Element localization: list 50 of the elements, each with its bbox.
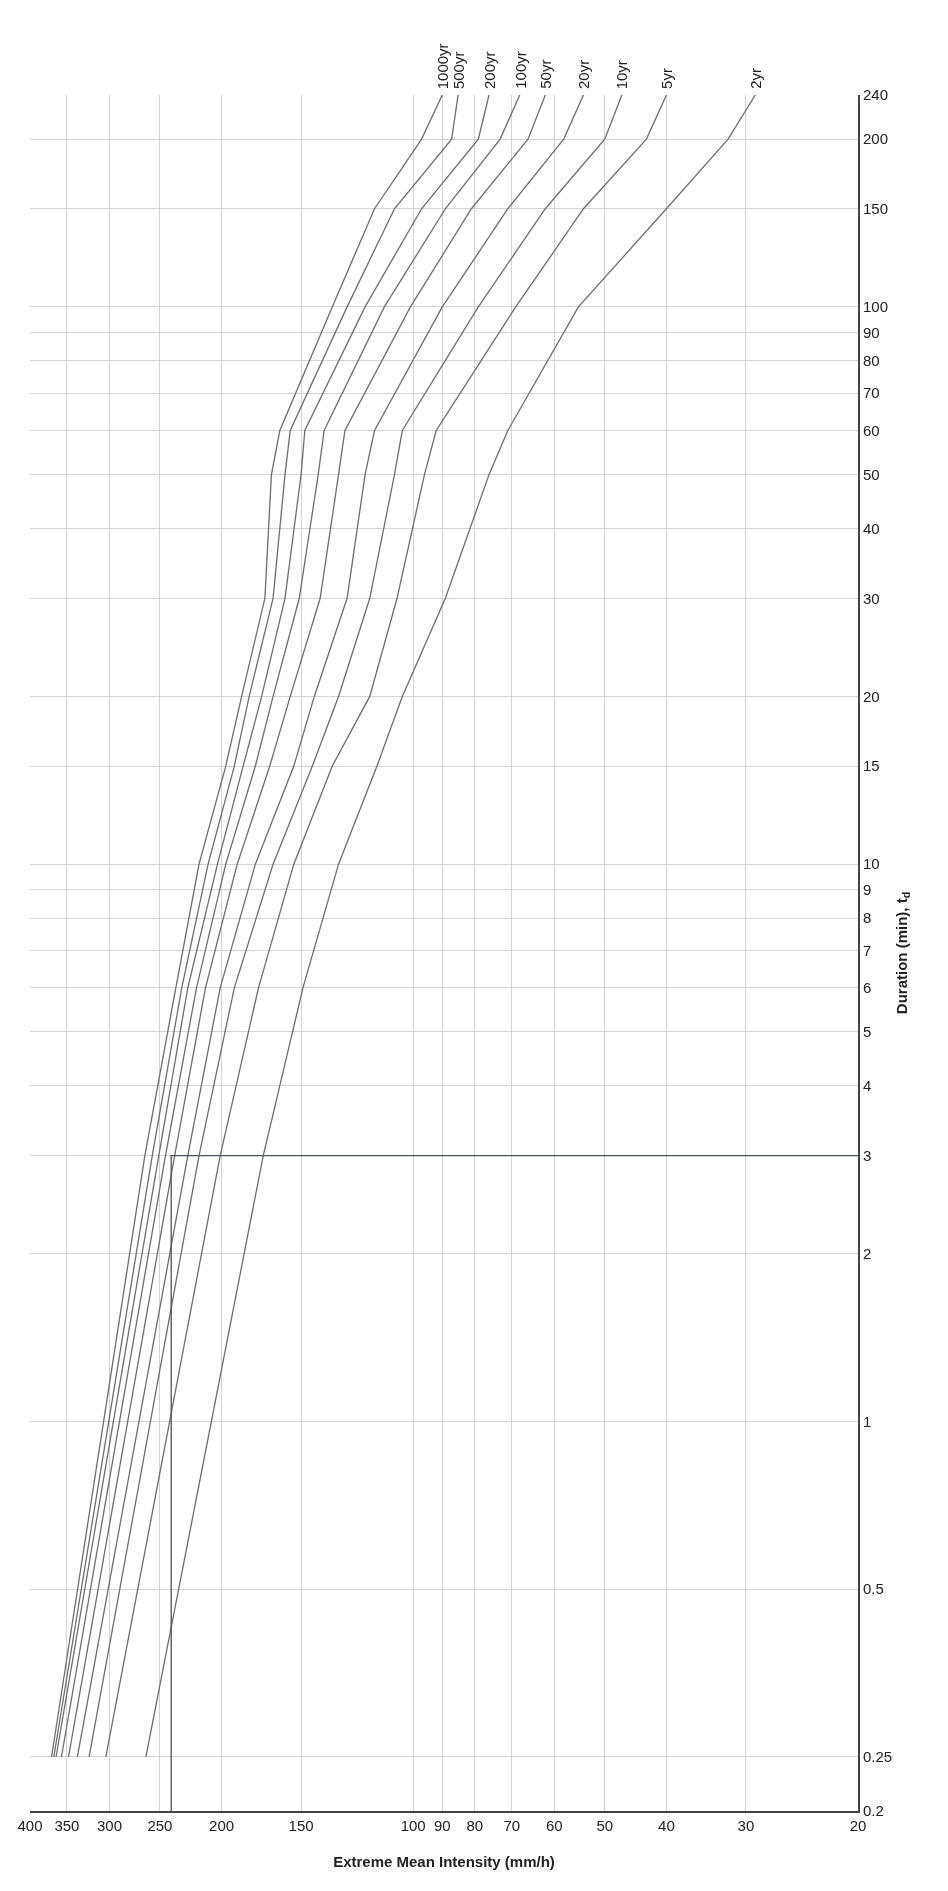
y-tick-label: 40 [863,519,880,537]
text: 10yr [613,60,631,90]
y-tick-label: 90 [863,323,880,341]
y-tick-label: 150 [863,200,889,217]
y-tick-label: 9 [863,880,872,898]
x-tick-label: 300 [96,1817,123,1834]
text: 1000yr [434,43,452,90]
x-tick-label: 200 [209,1817,235,1834]
y-tick-label: 4 [863,1077,872,1095]
text: 50yr [536,59,554,89]
y-tick-label: 3 [863,1146,872,1164]
y-tick-label: 0.5 [863,1580,884,1598]
y-tick-label: 6 [863,979,872,997]
x-axis-title: Extreme Mean Intensity (mm/h) [333,1853,555,1870]
y-tick-label: 60 [863,421,880,439]
x-tick-label: 350 [54,1817,80,1834]
text: 20yr [574,59,592,89]
text: 100yr [511,51,529,89]
y-tick-label: 15 [863,757,880,775]
y-tick-label: 200 [863,130,889,148]
y-tick-label: 2 [863,1244,872,1262]
y-tick-label: 8 [863,909,872,927]
y-tick-label: 1 [863,1412,872,1430]
text: 500yr [450,51,468,90]
text: 2yr [746,67,764,89]
x-tick-label: 70 [503,1817,521,1834]
y-tick-label: 50 [863,465,880,483]
x-tick-label: 80 [466,1817,484,1834]
y-tick-label: 0.25 [863,1748,893,1766]
x-tick-label: 100 [400,1817,426,1834]
x-tick-label: 250 [147,1817,173,1834]
text: 200yr [481,51,499,90]
y-tick-label: 10 [863,855,880,873]
y-tick-label: 100 [863,298,889,316]
y-tick-label: 30 [863,589,880,607]
text: 5yr [657,68,675,89]
y-tick-label: 20 [863,687,880,705]
y-tick-label: 70 [863,384,880,402]
y-tick-label: 80 [863,352,880,370]
x-tick-label: 30 [737,1817,755,1834]
y-tick-label: 5 [863,1023,872,1041]
x-tick-label: 60 [546,1817,563,1834]
y-tick-label: 240 [863,86,889,104]
x-tick-label: 40 [658,1817,675,1834]
x-tick-label: 50 [596,1817,614,1834]
x-tick-label: 400 [17,1817,43,1834]
x-tick-label: 150 [288,1817,314,1834]
y-tick-label: 7 [863,941,872,959]
y-tick-label: 0.2 [863,1802,884,1820]
x-tick-label: 90 [433,1817,451,1834]
